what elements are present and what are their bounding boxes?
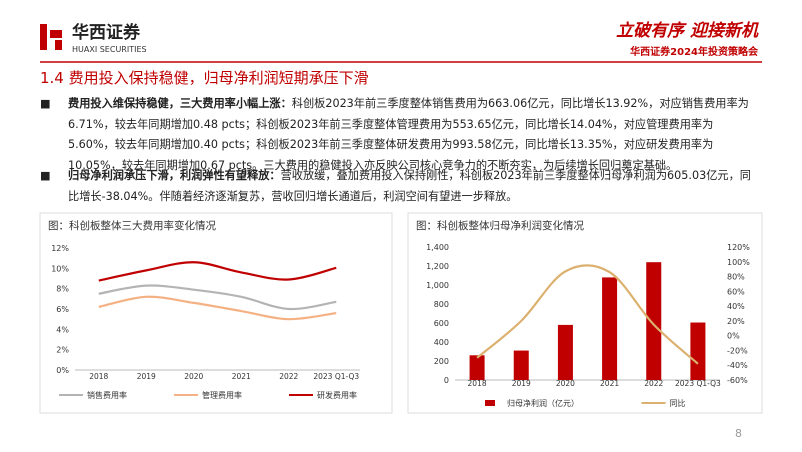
legend-label: 同比 <box>670 398 686 408</box>
y2-tick-label: -20% <box>727 346 748 355</box>
y-tick-label: 6% <box>56 305 69 314</box>
bar <box>602 277 618 380</box>
bullet-dot: ■ <box>40 169 51 182</box>
bullet-text: 费用投入维保持稳健，三大费用率小幅上涨：科创板2023年前三季度整体销售费用为6… <box>68 94 757 176</box>
bar <box>469 355 485 380</box>
series-line <box>476 264 699 365</box>
legend-label: 归母净利润（亿元） <box>507 398 579 408</box>
y-tick-label: 12% <box>51 244 69 253</box>
section-title: 1.4 费用投入保持稳健，归母净利润短期承压下滑 <box>40 69 369 87</box>
x-tick-label: 2018 <box>468 379 487 388</box>
y-tick-label: 200 <box>434 357 449 366</box>
x-tick-label: 2022 <box>279 372 298 381</box>
y2-tick-label: 0% <box>727 332 740 341</box>
y-tick-label: 10% <box>51 264 69 273</box>
legend-label: 销售费用率 <box>87 390 127 400</box>
page-number: 8 <box>735 427 742 440</box>
logo-cn: 华西证券 <box>72 22 141 43</box>
y-tick-label: 1,200 <box>426 262 449 271</box>
y2-tick-label: -40% <box>727 361 748 370</box>
legend-swatch <box>485 400 495 406</box>
y-tick-label: 0% <box>56 366 69 375</box>
bullet-lead: 费用投入维保持稳健，三大费用率小幅上涨： <box>68 97 292 110</box>
bullet-body: 营收放缓，叠加费用投入保持刚性，科创板2023年前三季度整体归母净利润为605.… <box>68 169 751 203</box>
legend-label: 研发费用率 <box>317 390 357 400</box>
bullet-body: 科创板2023年前三季度整体销售费用为663.06亿元，同比增长13.92%，对… <box>68 97 749 172</box>
y2-tick-label: -60% <box>727 376 748 385</box>
y-tick-label: 600 <box>434 319 449 328</box>
series-line <box>98 295 337 321</box>
x-tick-label: 2020 <box>184 372 203 381</box>
x-tick-label: 2021 <box>600 379 619 388</box>
y-tick-label: 8% <box>56 285 69 294</box>
y-tick-label: 800 <box>434 300 449 309</box>
bullet: ■ 归母净利润承压下滑，利润弹性有望释放：营收放缓，叠加费用投入保持刚性，科创板2… <box>40 166 757 207</box>
x-tick-label: 2023 Q1-Q3 <box>675 379 721 388</box>
y-tick-label: 1,400 <box>426 243 449 252</box>
series-line <box>98 261 337 282</box>
y2-tick-label: 20% <box>727 317 745 326</box>
x-tick-label: 2020 <box>556 379 575 388</box>
chart-title: 图：科创板整体三大费用率变化情况 <box>48 219 216 232</box>
y2-tick-label: 60% <box>727 287 745 296</box>
y-tick-label: 2% <box>56 346 69 355</box>
x-tick-label: 2022 <box>644 379 663 388</box>
bar <box>513 350 529 380</box>
series-line <box>98 284 337 311</box>
bullet-text: 归母净利润承压下滑，利润弹性有望释放：营收放缓，叠加费用投入保持刚性，科创板20… <box>68 166 757 207</box>
chart-title: 图：科创板整体归母净利润变化情况 <box>416 219 584 232</box>
x-tick-label: 2019 <box>512 379 531 388</box>
y-tick-label: 1,000 <box>426 281 449 290</box>
chart-frame <box>407 212 763 414</box>
bullet: ■ 费用投入维保持稳健，三大费用率小幅上涨：科创板2023年前三季度整体销售费用为… <box>40 94 757 176</box>
bar <box>646 262 662 380</box>
x-tick-label: 2018 <box>89 372 108 381</box>
y-tick-label: 400 <box>434 338 449 347</box>
chart-frame <box>39 212 393 414</box>
x-tick-label: 2021 <box>232 372 251 381</box>
event-name: 华西证券2024年投资策略会 <box>630 45 758 58</box>
logo-en: HUAXI SECURITIES <box>72 45 147 54</box>
x-tick-label: 2023 Q1-Q3 <box>313 372 359 381</box>
bar <box>557 324 573 380</box>
y-tick-label: 4% <box>56 325 69 334</box>
y2-tick-label: 100% <box>727 258 750 267</box>
y-tick-label: 0 <box>444 376 449 385</box>
x-tick-label: 2019 <box>137 372 156 381</box>
bullet-lead: 归母净利润承压下滑，利润弹性有望释放： <box>68 169 281 182</box>
logo-mark <box>50 30 62 38</box>
slogan: 立破有序 迎接新机 <box>616 21 759 41</box>
y2-tick-label: 40% <box>727 302 745 311</box>
y2-tick-label: 120% <box>727 243 750 252</box>
logo-mark <box>40 24 47 50</box>
bar <box>690 322 706 380</box>
bullet-dot: ■ <box>40 97 51 110</box>
y2-tick-label: 80% <box>727 273 745 282</box>
legend-label: 管理费用率 <box>202 390 242 400</box>
logo-mark <box>55 40 62 50</box>
